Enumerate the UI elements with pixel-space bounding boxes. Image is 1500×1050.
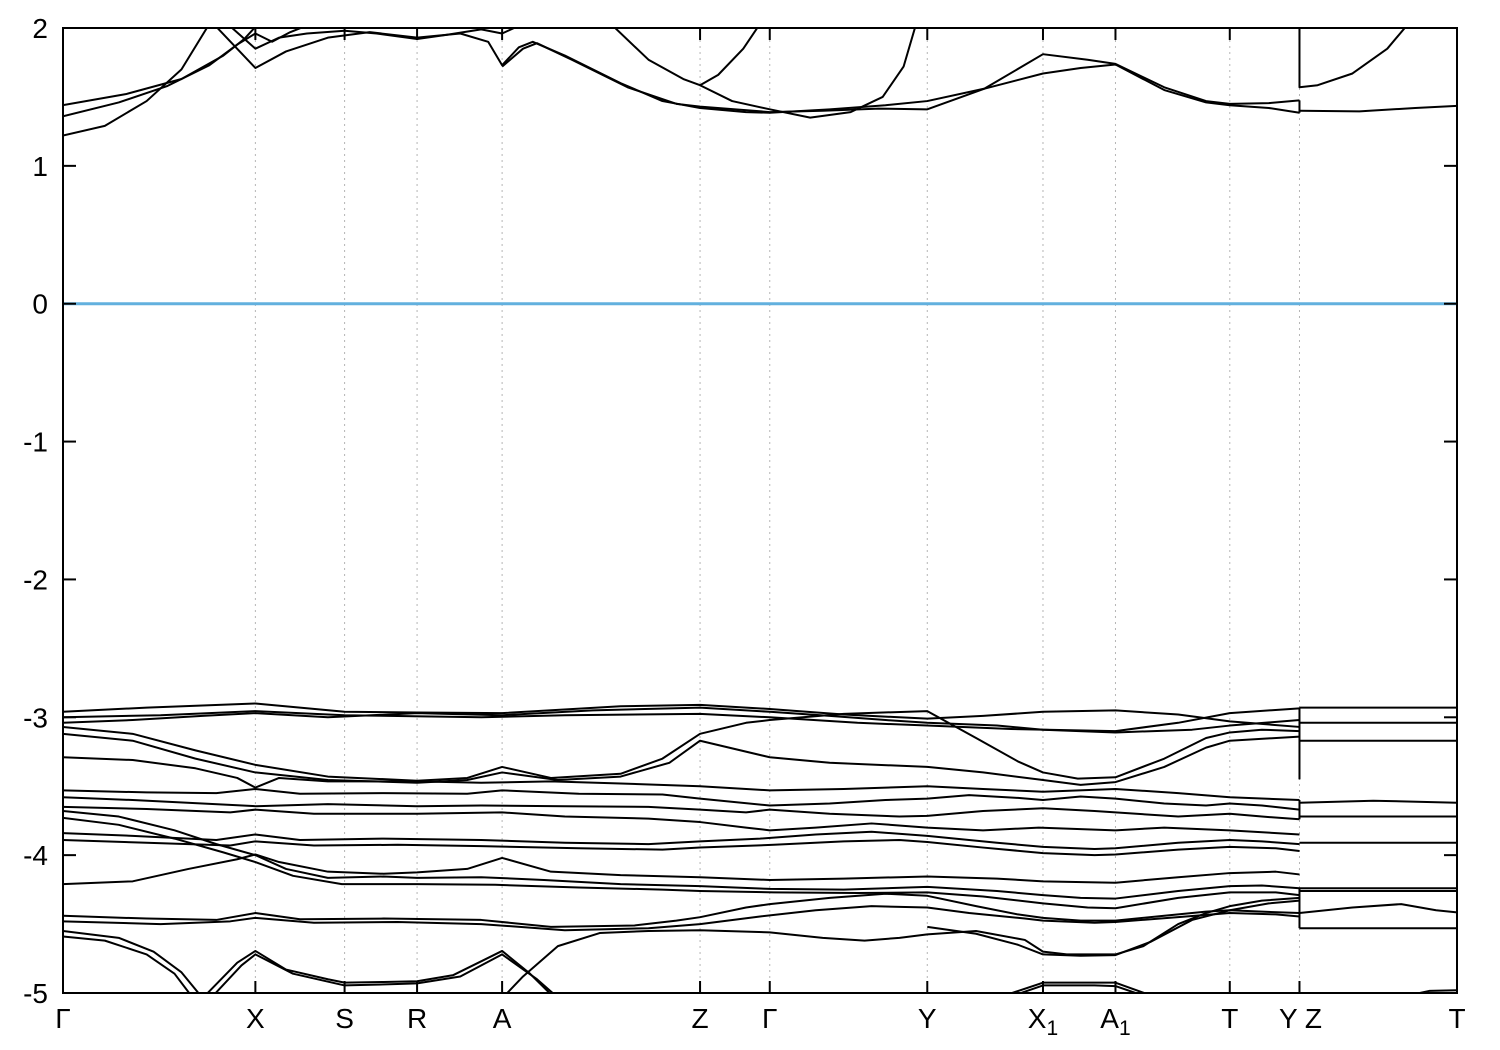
band-line <box>1298 28 1407 89</box>
band-line <box>63 706 1300 734</box>
band-line <box>63 787 1300 811</box>
x-axis-labels: Γ X S R A Z Γ Y X1 A1 T Y Z T <box>55 1003 1465 1040</box>
y-axis-tick-label: -1 <box>23 427 48 458</box>
y-axis-tick-label: -5 <box>23 978 48 1009</box>
k-point-label: X1 <box>1028 1003 1058 1040</box>
band-line <box>1414 989 1457 993</box>
band-line <box>63 838 1300 857</box>
band-line <box>63 810 1300 900</box>
y-axis-tick-label: -2 <box>23 564 48 595</box>
band-line <box>63 28 256 107</box>
band-line <box>63 905 1300 932</box>
band-line <box>63 702 1300 728</box>
band-line <box>63 796 1300 821</box>
gridlines <box>254 28 1300 993</box>
band-line <box>63 853 1300 886</box>
band-line <box>1299 104 1457 113</box>
band-line <box>206 949 551 993</box>
y-axis-tick-label: 0 <box>32 289 48 320</box>
y-axis-labels: 2 1 0 -1 -2 -3 -4 -5 <box>23 13 48 1009</box>
k-point-label: Γ <box>762 1003 777 1034</box>
plot-border <box>62 27 1458 994</box>
band-line <box>63 756 1300 801</box>
k-point-label: T <box>1221 1003 1238 1034</box>
k-point-label: Z <box>692 1003 709 1034</box>
tick-marks <box>62 27 1458 994</box>
band-line <box>63 707 1300 733</box>
k-point-label: A1 <box>1100 1003 1130 1040</box>
y-axis-tick-label: -4 <box>23 840 48 871</box>
k-point-label: Y <box>918 1003 937 1034</box>
k-point-label: R <box>407 1003 427 1034</box>
band-line <box>63 892 1300 928</box>
band-lines <box>63 28 1457 993</box>
k-point-label: Z <box>1305 1003 1322 1034</box>
band-line <box>699 28 916 119</box>
y-axis-tick-label: 1 <box>32 151 48 182</box>
band-line <box>216 28 1300 114</box>
k-point-label: S <box>335 1003 354 1034</box>
band-line <box>63 710 1300 782</box>
band-line <box>1017 984 1139 993</box>
band-line <box>501 42 1300 114</box>
band-line <box>1299 903 1457 915</box>
band-line <box>927 899 1300 957</box>
k-point-label: T <box>1448 1003 1465 1034</box>
k-point-label: A <box>493 1003 512 1034</box>
band-line <box>63 805 1300 836</box>
band-line <box>63 929 200 993</box>
band-line <box>63 732 1300 786</box>
y-axis-tick-label: -3 <box>23 702 48 733</box>
k-point-label: Y <box>1279 1003 1298 1034</box>
band-line <box>63 28 209 137</box>
band-line <box>505 896 1300 993</box>
band-line <box>214 953 555 993</box>
band-line <box>1008 981 1148 993</box>
y-axis-tick-label: 2 <box>32 13 48 44</box>
band-line <box>1299 799 1457 804</box>
band-line <box>63 830 1300 850</box>
k-point-label: X <box>246 1003 265 1034</box>
band-line <box>63 935 191 993</box>
k-point-label: Γ <box>55 1003 70 1034</box>
band-line <box>63 816 1300 910</box>
